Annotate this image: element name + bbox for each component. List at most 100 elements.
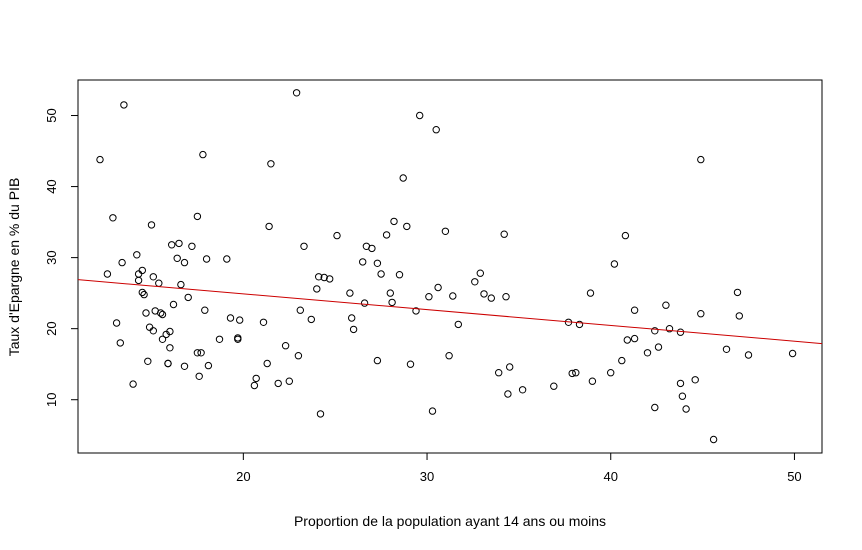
data-point — [193, 349, 202, 357]
data-point — [236, 316, 244, 324]
data-point — [399, 174, 407, 182]
data-point — [184, 293, 192, 302]
data-point — [320, 273, 328, 282]
data-point — [586, 289, 595, 297]
data-point — [149, 273, 158, 281]
data-point — [449, 292, 457, 300]
x-tick-label: 50 — [787, 469, 801, 484]
data-point — [147, 221, 156, 229]
data-point — [349, 325, 358, 334]
data-point — [265, 222, 273, 231]
data-point — [144, 357, 152, 365]
data-point — [416, 111, 424, 120]
data-point — [651, 327, 659, 335]
data-point — [155, 279, 163, 287]
data-point — [568, 369, 576, 378]
data-point — [432, 126, 440, 134]
data-point — [157, 309, 165, 317]
data-point — [96, 155, 104, 164]
y-tick-label: 50 — [44, 108, 59, 122]
data-point — [177, 280, 185, 289]
data-point — [346, 289, 354, 297]
data-point — [697, 155, 705, 164]
data-point — [188, 242, 196, 251]
data-point — [201, 306, 209, 314]
data-point — [296, 306, 304, 314]
data-point — [476, 269, 484, 277]
y-tick-label: 10 — [44, 392, 59, 406]
data-point — [441, 227, 450, 236]
y-tick-label: 30 — [44, 250, 59, 264]
data-point — [428, 407, 437, 415]
data-point — [662, 301, 670, 309]
data-point — [348, 314, 356, 322]
data-point — [360, 299, 369, 307]
y-axis-title: Taux d'Epargne en % du PIB — [6, 178, 22, 357]
data-point — [166, 327, 174, 336]
data-point — [315, 273, 323, 281]
data-point — [607, 369, 615, 377]
data-point — [454, 320, 462, 329]
data-point — [195, 372, 203, 380]
data-point — [215, 335, 224, 343]
data-point — [618, 356, 626, 365]
data-point — [575, 320, 584, 329]
data-point — [630, 306, 639, 314]
data-point — [158, 335, 167, 343]
data-points — [96, 89, 797, 444]
data-point — [169, 300, 178, 309]
data-point — [158, 310, 167, 319]
data-point — [263, 359, 271, 368]
data-point — [572, 369, 580, 377]
data-point — [118, 258, 126, 267]
data-point — [733, 288, 742, 297]
data-point — [412, 307, 420, 315]
data-point — [142, 309, 150, 317]
data-point — [682, 405, 690, 413]
data-point — [333, 231, 341, 240]
data-point — [250, 381, 259, 390]
data-point — [495, 369, 503, 377]
data-point — [359, 258, 367, 266]
data-point — [133, 251, 141, 259]
data-point — [294, 352, 303, 360]
data-point — [403, 222, 411, 231]
data-point — [313, 285, 321, 293]
data-point — [164, 359, 172, 368]
data-point — [709, 435, 718, 444]
data-point — [621, 231, 630, 240]
data-point — [149, 327, 158, 335]
data-point — [180, 258, 189, 267]
data-point — [390, 217, 398, 226]
data-point — [480, 290, 488, 298]
data-point — [259, 318, 268, 326]
data-point — [588, 377, 597, 385]
data-point — [388, 298, 396, 307]
data-point — [175, 239, 183, 248]
data-point — [691, 376, 699, 384]
data-point — [326, 275, 334, 283]
data-point — [134, 270, 143, 278]
data-point — [368, 244, 376, 253]
data-point — [518, 386, 527, 394]
data-point — [129, 380, 137, 388]
data-point — [166, 344, 174, 352]
data-point — [285, 377, 293, 385]
data-point — [623, 336, 631, 344]
data-point — [406, 360, 415, 368]
data-point — [550, 382, 558, 390]
data-point — [676, 328, 685, 336]
data-point — [168, 241, 176, 249]
data-point — [300, 242, 308, 251]
x-tick-label: 20 — [236, 469, 250, 484]
data-point — [274, 379, 282, 388]
data-point — [676, 379, 685, 388]
data-point — [292, 89, 301, 97]
data-point — [651, 403, 659, 412]
data-point — [373, 356, 382, 365]
data-point — [500, 230, 508, 238]
data-point — [103, 270, 112, 278]
data-point — [234, 334, 242, 342]
data-point — [506, 363, 514, 371]
